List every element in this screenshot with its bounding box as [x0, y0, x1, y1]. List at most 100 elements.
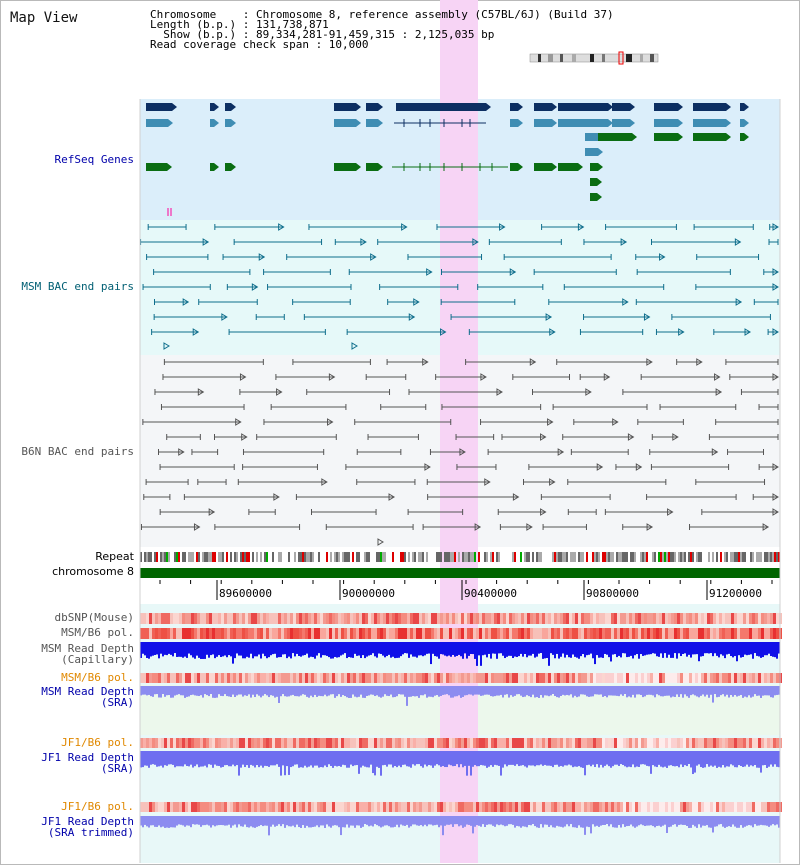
jf1-b6-pol2-heat	[248, 802, 251, 812]
msm-depth-sra-bar	[550, 686, 552, 696]
msm-bac-pair-end	[401, 223, 408, 231]
jf1-b6-pol-heat	[245, 738, 248, 748]
jf1-depth-sra-bar	[530, 751, 532, 766]
repeat-element	[620, 552, 622, 562]
jf1-b6-pol-heat	[305, 738, 308, 748]
track-label-dbsnp[interactable]: dbSNP(Mouse)	[54, 611, 134, 624]
jf1-depth-sra-bar	[542, 751, 544, 766]
dbsnp-heat	[452, 613, 455, 624]
msm-bac-pair-end	[772, 283, 779, 291]
msm-b6-pol2-heat	[731, 673, 734, 683]
jf1-depth-trim-bar	[266, 816, 268, 826]
jf1-b6-pol2-heat	[320, 802, 323, 812]
msm-depth-cap-bar	[726, 642, 728, 655]
msm-depth-sra-bar	[296, 686, 298, 697]
repeat-element	[540, 552, 542, 562]
jf1-depth-sra-bar	[462, 751, 464, 768]
jf1-b6-pol-heat	[602, 738, 605, 748]
jf1-depth-sra-bar	[752, 751, 754, 767]
jf1-b6-pol2-heat	[296, 802, 299, 812]
msm-b6-pol-heat	[503, 628, 506, 639]
msm-depth-cap-bar	[208, 642, 210, 658]
track-label-msm-bac[interactable]: MSM BAC end pairs	[21, 280, 134, 293]
b6n-bac-pair-end	[193, 523, 201, 531]
msm-b6-pol2-heat	[413, 673, 416, 683]
track-label-msm-b6-pol[interactable]: MSM/B6 pol.	[61, 626, 134, 639]
jf1-b6-pol2-heat	[149, 802, 152, 812]
jf1-b6-pol2-heat	[401, 802, 404, 812]
msm-b6-pol-heat	[719, 628, 722, 639]
msm-b6-pol-heat	[485, 628, 488, 639]
msm-bac-pair-end	[549, 328, 556, 336]
dbsnp-heat	[659, 613, 662, 624]
msm-b6-pol-heat	[281, 628, 284, 639]
jf1-depth-sra-bar	[276, 751, 278, 765]
jf1-b6-pol-heat	[392, 738, 395, 748]
msm-b6-pol2-heat	[584, 673, 587, 683]
jf1-b6-pol2-heat	[416, 802, 419, 812]
repeat-element	[744, 552, 746, 562]
jf1-depth-trim-bar	[464, 816, 466, 827]
dbsnp-heat	[596, 613, 599, 624]
msm-b6-pol2-heat	[608, 673, 611, 683]
track-label-msm-depth-sra[interactable]: MSM Read Depth (SRA)	[41, 686, 134, 708]
msm-b6-pol-heat	[527, 628, 530, 639]
msm-depth-cap-bar	[666, 642, 668, 658]
jf1-depth-sra-bar	[724, 751, 726, 768]
msm-b6-pol-heat	[596, 628, 599, 639]
repeat-element	[436, 552, 438, 562]
b6n-bac-pair-end	[696, 358, 703, 366]
jf1-b6-pol2-heat	[581, 802, 584, 812]
msm-depth-sra-bar	[286, 686, 288, 697]
msm-b6-pol-heat	[554, 628, 557, 639]
jf1-depth-trim-bar	[690, 816, 692, 828]
msm-b6-pol-heat	[386, 628, 389, 639]
msm-depth-sra-bar	[248, 686, 250, 695]
dbsnp-heat	[251, 613, 254, 624]
msm-depth-sra-bar	[216, 686, 218, 698]
jf1-b6-pol-heat	[758, 738, 761, 748]
repeat-element	[214, 552, 216, 562]
msm-b6-pol2-heat	[266, 673, 269, 683]
b6n-bac-pair-end	[529, 358, 537, 366]
jf1-depth-sra-bar	[596, 751, 598, 765]
b6n-bac-pair-end	[547, 418, 554, 426]
msm-depth-cap-bar	[578, 642, 580, 659]
msm-b6-pol-heat	[212, 628, 215, 639]
msm-depth-sra-bar	[692, 686, 694, 695]
track-label-jf1-depth-sra[interactable]: JF1 Read Depth (SRA)	[41, 752, 134, 774]
track-label-refseq[interactable]: RefSeq Genes	[54, 153, 134, 166]
jf1-b6-pol-heat	[434, 738, 437, 748]
jf1-depth-sra-bar	[348, 751, 350, 768]
track-label-msm-depth-cap[interactable]: MSM Read Depth (Capillary)	[41, 643, 134, 665]
msm-b6-pol2-heat	[749, 673, 752, 683]
jf1-depth-trim-bar	[206, 816, 208, 825]
jf1-b6-pol-heat	[194, 738, 197, 748]
jf1-depth-sra-bar	[392, 751, 394, 768]
track-label-b6n-bac[interactable]: B6N BAC end pairs	[21, 445, 134, 458]
jf1-b6-pol2-heat	[347, 802, 350, 812]
jf1-b6-pol2-heat	[653, 802, 656, 812]
track-label-jf1-b6-pol-2[interactable]: JF1/B6 pol.	[61, 800, 134, 813]
track-label-jf1-b6-pol[interactable]: JF1/B6 pol.	[61, 736, 134, 749]
jf1-b6-pol2-heat	[458, 802, 461, 812]
msm-b6-pol-heat	[239, 628, 242, 639]
msm-depth-sra-bar	[424, 686, 426, 695]
refseq-gene-arrow	[744, 119, 749, 127]
repeat-element	[752, 552, 754, 562]
jf1-depth-sra-bar	[282, 751, 284, 766]
jf1-b6-pol-heat	[422, 738, 425, 748]
dbsnp-heat	[569, 613, 572, 624]
jf1-depth-sra-bar	[754, 751, 756, 766]
track-label-msm-b6-pol-2[interactable]: MSM/B6 pol.	[61, 671, 134, 684]
jf1-depth-sra-bar	[632, 751, 634, 765]
info-show-range: Show (b.p.) : 89,334,281-91,459,315 : 2,…	[150, 28, 495, 41]
msm-depth-cap-bar	[756, 642, 758, 656]
jf1-depth-trim-bar	[198, 816, 200, 825]
track-label-jf1-depth-trim[interactable]: JF1 Read Depth (SRA trimmed)	[41, 816, 134, 838]
msm-depth-cap-bar	[142, 642, 144, 654]
msm-depth-cap-bar	[510, 642, 512, 656]
jf1-depth-sra-bar	[318, 751, 320, 768]
refseq-gene	[585, 148, 598, 156]
